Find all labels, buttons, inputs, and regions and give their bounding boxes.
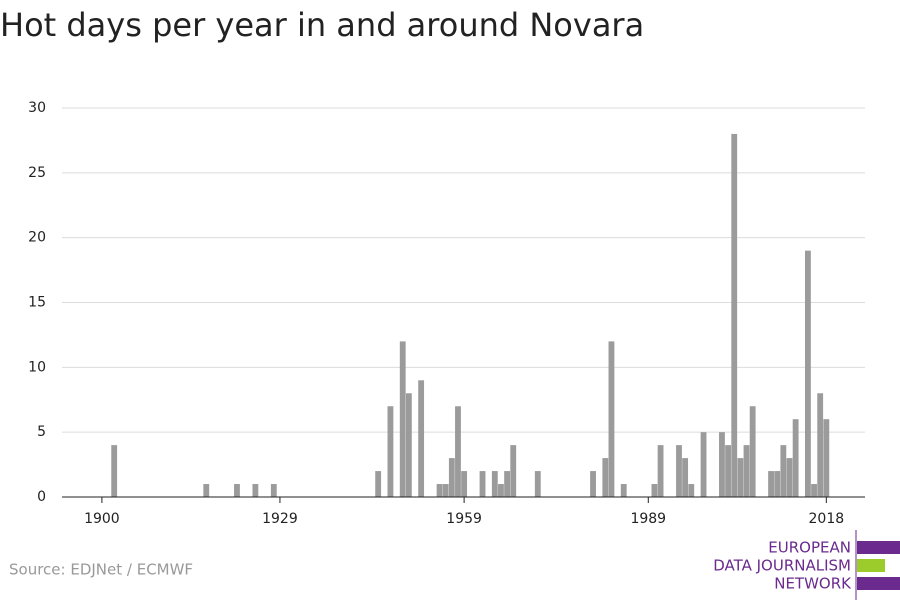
y-tick-label: 15 (28, 295, 46, 311)
source: Source: EDJNet / ECMWF (9, 561, 193, 579)
bar (682, 458, 689, 497)
logo-bar (857, 559, 885, 572)
bar (688, 484, 695, 497)
bar (602, 458, 609, 497)
bar (700, 432, 707, 497)
bar (719, 432, 725, 497)
bar (448, 458, 455, 497)
bar (436, 484, 443, 497)
bar (270, 484, 277, 497)
bar (743, 445, 750, 497)
bar (780, 445, 787, 497)
x-tick-label: 1989 (630, 511, 666, 527)
y-tick-label: 5 (37, 424, 46, 440)
bar (498, 484, 504, 497)
y-tick-label: 25 (28, 165, 46, 181)
bar (676, 445, 682, 497)
bar (491, 471, 498, 497)
logo-text: NETWORK (774, 575, 852, 593)
x-tick-label: 1959 (446, 511, 482, 527)
bar (737, 458, 744, 497)
bar (455, 406, 461, 497)
bar (817, 393, 824, 497)
bar (608, 341, 615, 497)
x-tick-label: 1900 (84, 511, 120, 527)
bar (725, 445, 732, 497)
y-tick-label: 10 (28, 359, 46, 375)
x-tick-label: 1929 (262, 511, 298, 527)
bar (418, 380, 425, 497)
bar (375, 471, 382, 497)
bar (786, 458, 793, 497)
bar (442, 484, 449, 497)
logo-text: EUROPEAN (768, 539, 851, 557)
bar (731, 133, 738, 497)
chart-title: Hot days per year in and around Novara (0, 6, 644, 44)
logo-bar (857, 541, 900, 554)
bar (768, 471, 774, 497)
bar (461, 471, 468, 497)
bar (774, 471, 781, 497)
logo-text: DATA JOURNALISM (713, 557, 851, 575)
bar (203, 484, 210, 497)
bar (405, 393, 412, 497)
bar (823, 419, 830, 497)
bar (657, 445, 664, 497)
x-tick-label: 2018 (809, 511, 845, 527)
bar (620, 484, 627, 497)
bar (590, 471, 596, 497)
bar (111, 445, 118, 497)
bar (504, 471, 511, 497)
logo-bar (857, 577, 900, 590)
y-tick-label: 0 (37, 489, 46, 505)
bar (811, 484, 817, 497)
bar (234, 484, 240, 497)
bar (792, 419, 799, 497)
bar (252, 484, 259, 497)
y-tick-label: 20 (28, 230, 46, 246)
bar (804, 250, 811, 497)
bar (510, 445, 517, 497)
bar (534, 471, 541, 497)
bar (651, 484, 658, 497)
bar (749, 406, 756, 497)
y-tick-label: 30 (28, 100, 46, 116)
bar (479, 471, 486, 497)
bar (399, 341, 406, 497)
bar (387, 406, 394, 497)
